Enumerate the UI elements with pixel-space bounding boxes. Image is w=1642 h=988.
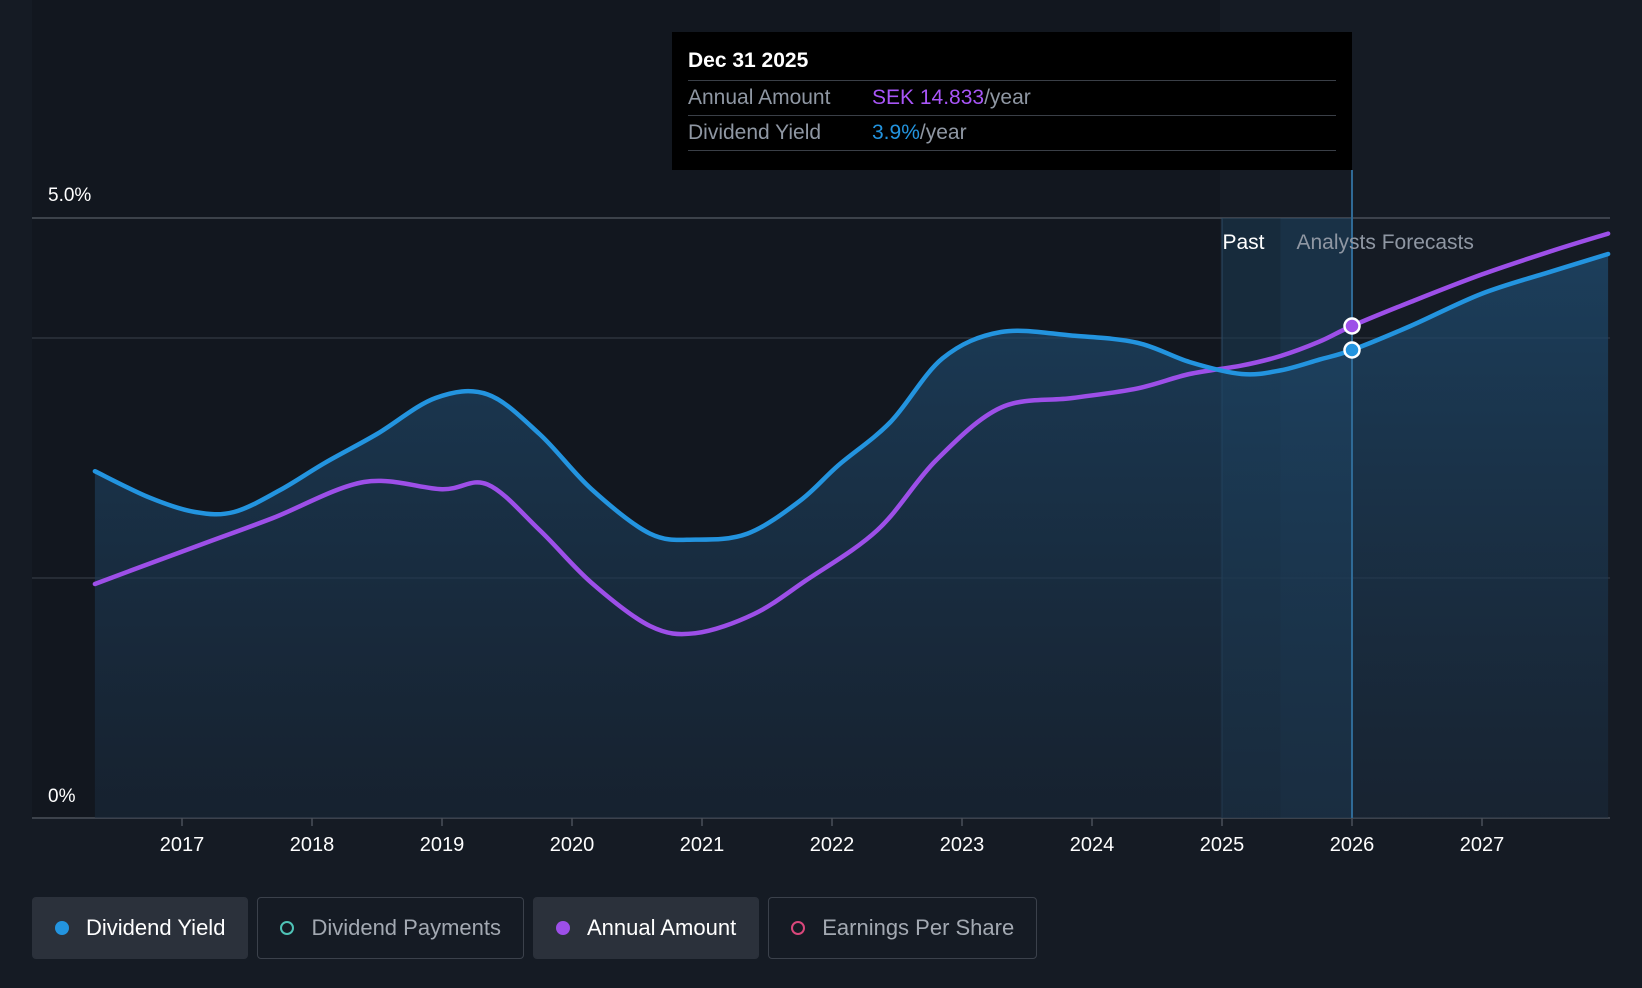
tooltip-row-dividend-yield: Dividend Yield 3.9% /year — [688, 116, 1336, 151]
tooltip-value: SEK 14.833 — [872, 86, 985, 109]
tooltip-unit: /year — [919, 121, 967, 144]
y-tick-label: 0% — [48, 786, 76, 807]
dividend-yield-marker — [1343, 341, 1361, 359]
annual-amount-marker — [1343, 317, 1361, 335]
forecast-region-label: Analysts Forecasts — [1297, 231, 1474, 254]
x-axis: 2017 2018 2019 2020 2021 2022 2023 2024 2025 2026… — [160, 818, 1505, 856]
series-lines — [92, 231, 1611, 637]
chart-tooltip: Dec 31 2025 Annual Amount SEK 14.833 /ye… — [672, 32, 1352, 170]
hover-markers — [1343, 317, 1361, 359]
legend-label: Dividend Payments — [311, 915, 501, 940]
legend-dividend-yield-button[interactable]: Dividend Yield — [32, 897, 249, 959]
dividend-yield-line — [92, 251, 1611, 543]
x-tick-label: 2017 — [160, 834, 205, 856]
past-region-label: Past — [1222, 231, 1264, 254]
legend-label: Earnings Per Share — [822, 915, 1015, 940]
x-tick-label: 2026 — [1330, 834, 1375, 856]
legend-dot-icon — [791, 921, 806, 935]
dividend-yield-area-fill — [94, 254, 1609, 818]
x-tick-label: 2027 — [1460, 834, 1505, 856]
legend-dividend-payments-button[interactable]: Dividend Payments — [257, 897, 524, 959]
legend-dot-icon — [555, 921, 570, 935]
x-tick-label: 2020 — [550, 834, 595, 856]
tooltip-label: Annual Amount — [688, 86, 831, 109]
legend-label: Annual Amount — [586, 915, 737, 940]
annual-amount-line — [92, 231, 1611, 637]
tooltip-value: 3.9% — [872, 121, 920, 144]
legend-dot-icon — [280, 921, 295, 935]
region-labels: Past Analysts Forecasts — [1222, 231, 1473, 254]
x-tick-label: 2022 — [810, 834, 855, 856]
x-tick-label: 2023 — [940, 834, 985, 856]
tooltip-label: Dividend Yield — [688, 121, 822, 144]
legend-dot-icon — [55, 921, 69, 935]
tooltip-unit: /year — [984, 86, 1031, 109]
x-tick-label: 2024 — [1070, 834, 1115, 856]
chart-legend: Dividend Yield Dividend Payments Annual … — [32, 897, 1038, 959]
y-axis: 5.0% 0% — [48, 185, 91, 807]
dividend-yield-area — [94, 254, 1609, 818]
tooltip-row-annual-amount: Annual Amount SEK 14.833 /year — [688, 81, 1336, 116]
tooltip-date: Dec 31 2025 — [688, 46, 1336, 81]
x-tick-label: 2025 — [1200, 834, 1245, 856]
x-tick-label: 2021 — [680, 834, 725, 856]
legend-annual-amount-button[interactable]: Annual Amount — [532, 897, 760, 959]
legend-label: Dividend Yield — [86, 915, 226, 940]
x-tick-label: 2019 — [420, 834, 465, 856]
y-tick-label: 5.0% — [48, 185, 91, 206]
x-tick-label: 2018 — [290, 834, 335, 856]
legend-earnings-per-share-button[interactable]: Earnings Per Share — [768, 897, 1038, 959]
